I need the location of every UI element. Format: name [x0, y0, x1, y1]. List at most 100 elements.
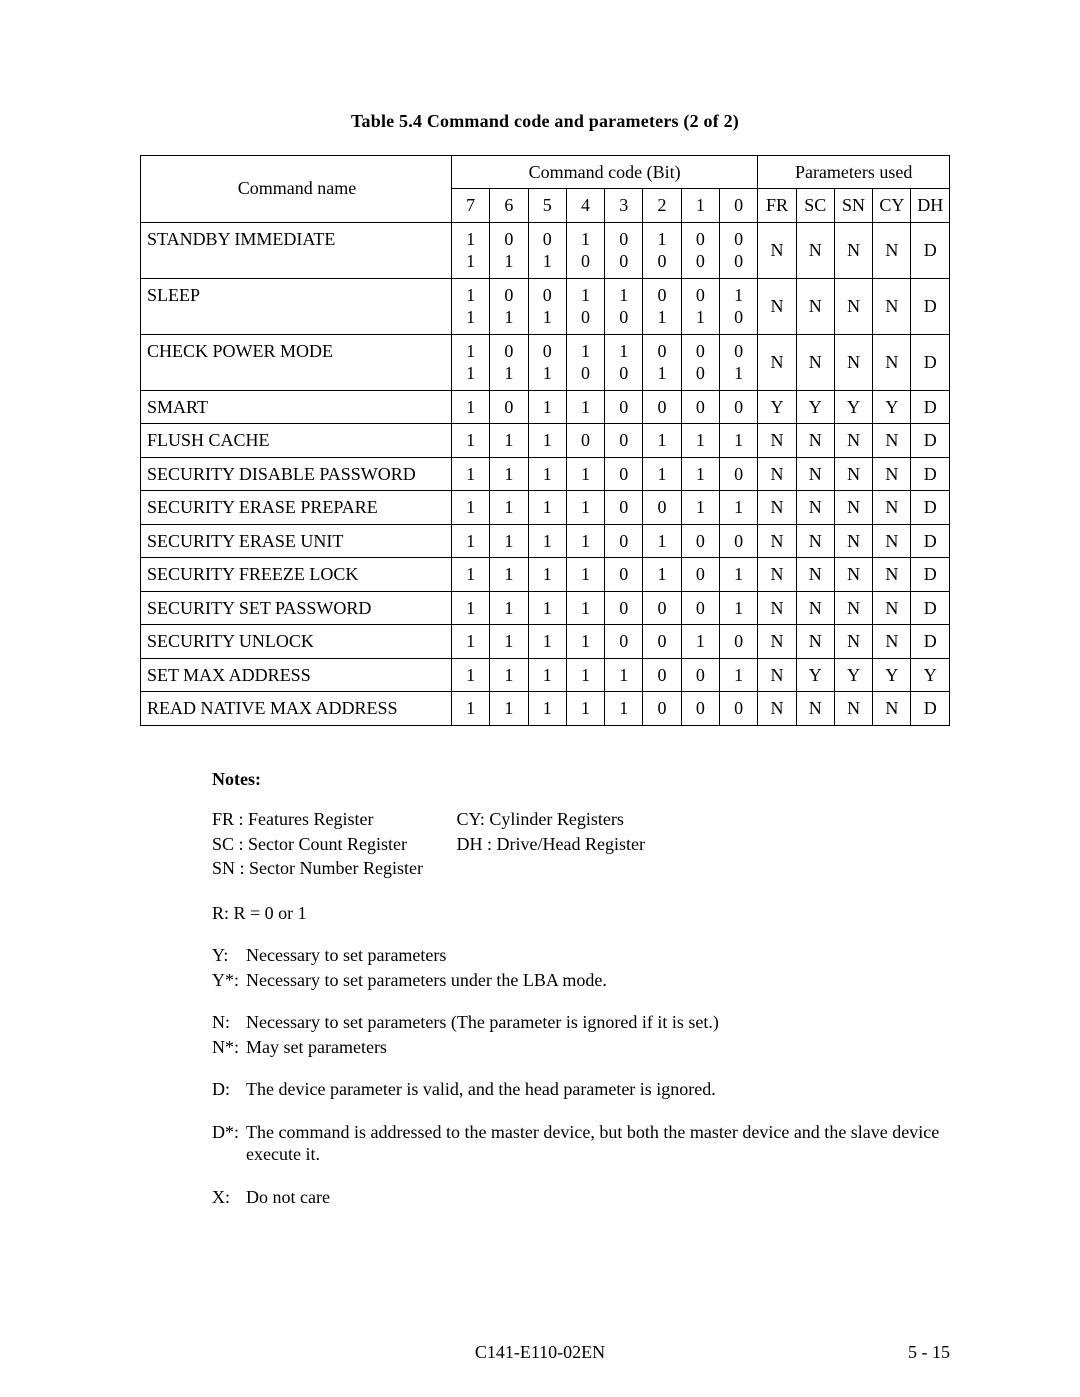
cell-command-name: SECURITY SET PASSWORD [141, 591, 452, 625]
cell-param: N [758, 692, 796, 726]
legend-item: SN : Sector Number Register [212, 857, 452, 880]
cell-bit: 0 [681, 558, 719, 592]
cell-param: N [834, 692, 872, 726]
cell-bit: 1 [490, 692, 528, 726]
cell-bit: 1 [566, 491, 604, 525]
cell-bit: 00 [681, 222, 719, 278]
col-bit-4: 4 [566, 189, 604, 223]
cell-bit: 1 [643, 424, 681, 458]
col-param-dh: DH [911, 189, 950, 223]
notes-heading: Notes: [212, 768, 950, 791]
cell-param: N [834, 491, 872, 525]
cell-bit: 0 [605, 457, 643, 491]
cell-param: N [796, 558, 834, 592]
col-param-fr: FR [758, 189, 796, 223]
cell-command-name: SECURITY UNLOCK [141, 625, 452, 659]
cell-bit: 1 [490, 524, 528, 558]
cell-bit: 10 [566, 222, 604, 278]
cell-bit: 1 [528, 692, 566, 726]
cell-bit: 1 [490, 558, 528, 592]
cell-bit: 1 [528, 390, 566, 424]
cell-param: N [873, 222, 911, 278]
cell-param: N [873, 524, 911, 558]
cell-bit: 0 [681, 524, 719, 558]
cell-command-name: SMART [141, 390, 452, 424]
cell-bit: 1 [719, 491, 757, 525]
cell-bit: 1 [451, 491, 489, 525]
cell-param: D [911, 591, 950, 625]
cell-bit: 0 [643, 625, 681, 659]
cell-bit: 01 [490, 278, 528, 334]
cell-param: N [796, 222, 834, 278]
cell-bit: 11 [451, 222, 489, 278]
note-key: N*: [212, 1036, 246, 1059]
cell-param: D [911, 222, 950, 278]
cell-bit: 1 [490, 591, 528, 625]
cell-param: N [834, 591, 872, 625]
note-val: Necessary to set parameters under the LB… [246, 969, 950, 992]
cell-param: N [873, 591, 911, 625]
note-key: D*: [212, 1121, 246, 1166]
col-bit-7: 7 [451, 189, 489, 223]
cell-bit: 0 [681, 658, 719, 692]
cell-bit: 1 [566, 692, 604, 726]
cell-bit: 1 [528, 658, 566, 692]
cell-bit: 1 [451, 558, 489, 592]
cell-bit: 1 [528, 524, 566, 558]
cell-param: D [911, 558, 950, 592]
cell-bit: 0 [566, 424, 604, 458]
cell-param: D [911, 424, 950, 458]
table-row: STANDBY IMMEDIATE1101011000100000NNNND [141, 222, 950, 278]
cell-bit: 0 [490, 390, 528, 424]
cell-param: N [758, 278, 796, 334]
cell-bit: 1 [490, 424, 528, 458]
cell-bit: 1 [643, 524, 681, 558]
cell-bit: 1 [490, 491, 528, 525]
table-row: SECURITY ERASE PREPARE11110011NNNND [141, 491, 950, 525]
cell-bit: 1 [451, 390, 489, 424]
legend-item: SC : Sector Count Register [212, 833, 452, 856]
cell-bit: 01 [528, 334, 566, 390]
note-key: N: [212, 1011, 246, 1034]
cell-bit: 0 [681, 390, 719, 424]
cell-bit: 1 [451, 591, 489, 625]
cell-param: N [796, 278, 834, 334]
cell-param: N [796, 457, 834, 491]
document-page: Table 5.4 Command code and parameters (2… [0, 0, 1080, 1397]
col-param-cy: CY [873, 189, 911, 223]
cell-bit: 1 [681, 424, 719, 458]
command-table: Command name Command code (Bit) Paramete… [140, 155, 950, 726]
cell-bit: 1 [719, 658, 757, 692]
cell-bit: 1 [490, 457, 528, 491]
table-row: SECURITY ERASE UNIT11110100NNNND [141, 524, 950, 558]
col-group-code: Command code (Bit) [451, 155, 757, 189]
cell-param: N [834, 524, 872, 558]
cell-bit: 01 [490, 334, 528, 390]
table-caption: Table 5.4 Command code and parameters (2… [140, 110, 950, 133]
cell-bit: 0 [719, 390, 757, 424]
cell-command-name: SET MAX ADDRESS [141, 658, 452, 692]
cell-param: N [758, 558, 796, 592]
col-param-sn: SN [834, 189, 872, 223]
cell-param: D [911, 692, 950, 726]
cell-param: N [758, 658, 796, 692]
cell-param: N [796, 491, 834, 525]
note-def: X: Do not care [212, 1186, 950, 1209]
cell-bit: 1 [528, 625, 566, 659]
cell-param: N [834, 424, 872, 458]
cell-param: N [758, 591, 796, 625]
cell-param: D [911, 491, 950, 525]
note-val: Necessary to set parameters [246, 944, 950, 967]
cell-bit: 1 [451, 625, 489, 659]
cell-param: N [873, 692, 911, 726]
cell-param: N [873, 278, 911, 334]
cell-bit: 0 [605, 558, 643, 592]
cell-bit: 1 [605, 658, 643, 692]
cell-bit: 0 [719, 625, 757, 659]
cell-bit: 01 [643, 334, 681, 390]
cell-bit: 0 [681, 692, 719, 726]
table-body: STANDBY IMMEDIATE1101011000100000NNNNDSL… [141, 222, 950, 725]
cell-param: N [873, 334, 911, 390]
cell-param: N [796, 692, 834, 726]
cell-bit: 0 [605, 524, 643, 558]
